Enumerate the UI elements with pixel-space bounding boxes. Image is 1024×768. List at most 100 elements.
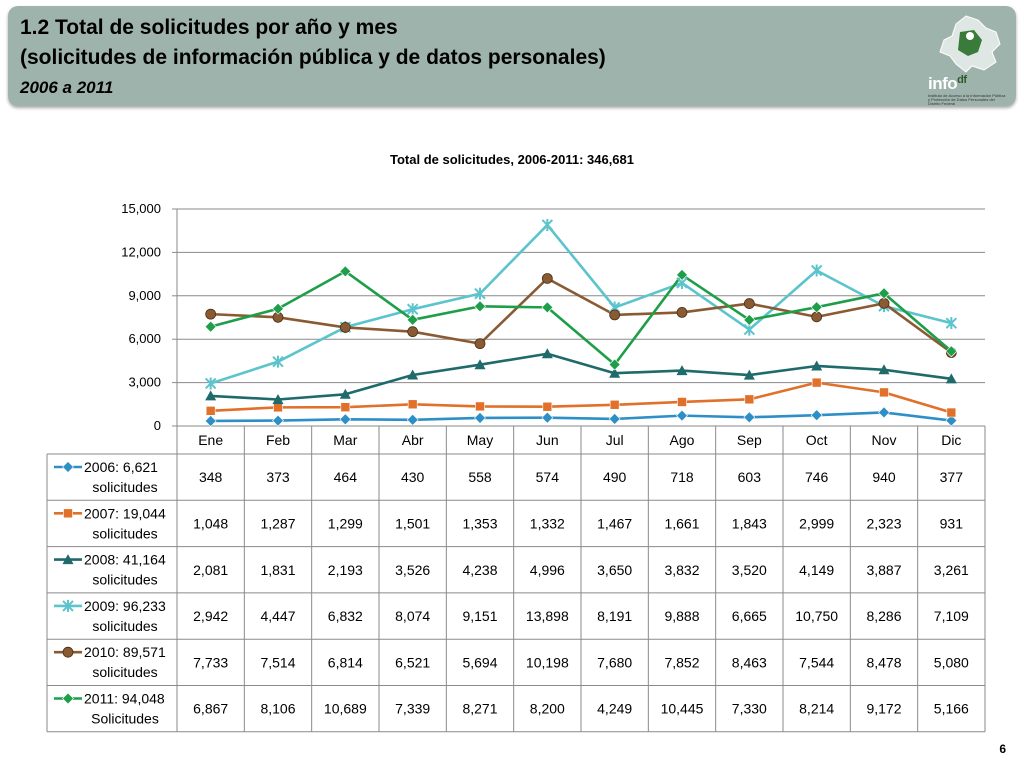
data-label: 7,339 (395, 701, 430, 717)
data-point (204, 320, 217, 333)
data-label: 3,887 (866, 562, 901, 578)
data-point (406, 313, 419, 326)
data-label: 490 (603, 469, 627, 485)
data-label: 6,665 (732, 608, 767, 624)
data-point (339, 322, 351, 333)
data-label: 7,109 (934, 608, 969, 624)
y-tick-label: 0 (154, 418, 161, 433)
series-line (210, 411, 952, 423)
logo-tagline: Instituto de Acceso a la Información Púb… (928, 93, 1006, 106)
data-point (407, 399, 418, 410)
y-tick-label: 15,000 (121, 201, 161, 216)
data-point (339, 388, 351, 399)
data-point (205, 390, 217, 401)
data-label: 5,080 (934, 654, 969, 670)
legend-entry-unit: solicitudes (92, 572, 157, 588)
data-label: 4,447 (260, 608, 295, 624)
data-label: 8,106 (260, 701, 295, 717)
data-point (677, 397, 687, 407)
data-point (541, 301, 554, 314)
data-label: 377 (940, 469, 964, 485)
data-point (407, 369, 419, 380)
data-label: 574 (536, 469, 560, 485)
data-point (407, 326, 419, 338)
data-label: 8,478 (866, 654, 901, 670)
data-label: 6,814 (328, 654, 363, 670)
x-tick-label: Jul (606, 432, 624, 448)
data-point (810, 301, 823, 314)
data-label: 7,514 (260, 654, 295, 670)
data-point (541, 348, 553, 359)
data-label: 3,832 (664, 562, 699, 578)
data-label: 2,323 (866, 515, 901, 531)
data-label: 1,048 (193, 515, 228, 531)
legend-entry-unit: solicitudes (92, 525, 157, 541)
x-tick-label: Sep (737, 432, 762, 448)
legend-entry-unit: solicitudes (92, 479, 157, 495)
data-point (676, 409, 688, 422)
data-point (878, 297, 890, 309)
legend-entry-unit: solicitudes (92, 618, 157, 634)
data-point (946, 407, 957, 418)
data-point (541, 273, 553, 284)
x-tick-label: Nov (872, 432, 897, 448)
data-label: 931 (940, 515, 964, 531)
legend-entry: 2007: 19,044 (84, 505, 166, 521)
data-label: 4,238 (462, 562, 497, 578)
data-label: 4,996 (530, 562, 565, 578)
x-tick-label: Dic (941, 432, 961, 448)
data-label: 10,445 (661, 701, 704, 717)
data-label: 8,463 (732, 654, 767, 670)
y-tick-label: 9,000 (128, 288, 161, 303)
data-label: 8,286 (866, 608, 901, 624)
data-point (474, 300, 486, 313)
data-point (879, 387, 889, 398)
legend-entry: 2006: 6,621 (84, 459, 158, 475)
data-point (609, 367, 621, 378)
data-label: 8,074 (395, 608, 430, 624)
series-line (210, 223, 952, 385)
data-label: 373 (266, 469, 290, 485)
data-label: 6,867 (193, 701, 228, 717)
data-point (945, 317, 958, 330)
data-label: 8,200 (530, 701, 565, 717)
data-label: 2,942 (193, 608, 228, 624)
legend-marker (62, 461, 74, 473)
y-tick-label: 6,000 (128, 331, 161, 346)
data-point (744, 394, 755, 405)
data-point (339, 265, 352, 278)
data-point (273, 402, 283, 413)
data-point (743, 369, 755, 380)
slide-title-years: 2006 a 2011 (20, 78, 114, 97)
data-label: 4,149 (799, 562, 834, 578)
data-point (340, 402, 351, 413)
data-label: 4,249 (597, 701, 632, 717)
x-tick-label: Abr (402, 432, 424, 448)
legend-entry: 2011: 94,048 (84, 691, 165, 707)
data-label: 8,214 (799, 701, 834, 717)
data-label: 348 (199, 469, 223, 485)
legend-marker (62, 599, 74, 612)
data-point (474, 359, 486, 370)
data-label: 1,843 (732, 515, 767, 531)
data-point (474, 287, 486, 300)
data-label: 10,750 (795, 608, 838, 624)
data-point (474, 338, 486, 350)
data-label: 5,166 (934, 701, 969, 717)
data-label: 1,661 (664, 515, 699, 531)
data-label: 6,521 (395, 654, 430, 670)
data-point (204, 377, 217, 390)
data-label: 9,151 (462, 608, 497, 624)
data-point (272, 414, 284, 427)
data-label: 7,733 (193, 654, 228, 670)
data-label: 430 (401, 469, 425, 485)
data-point (743, 298, 755, 309)
legend-entry: 2010: 89,571 (84, 644, 166, 660)
data-point (811, 377, 822, 388)
data-point (272, 394, 284, 405)
data-point (945, 373, 957, 384)
data-point (743, 314, 756, 326)
series-line (210, 381, 952, 414)
data-label: 9,172 (866, 701, 901, 717)
x-tick-label: Ago (670, 432, 695, 448)
